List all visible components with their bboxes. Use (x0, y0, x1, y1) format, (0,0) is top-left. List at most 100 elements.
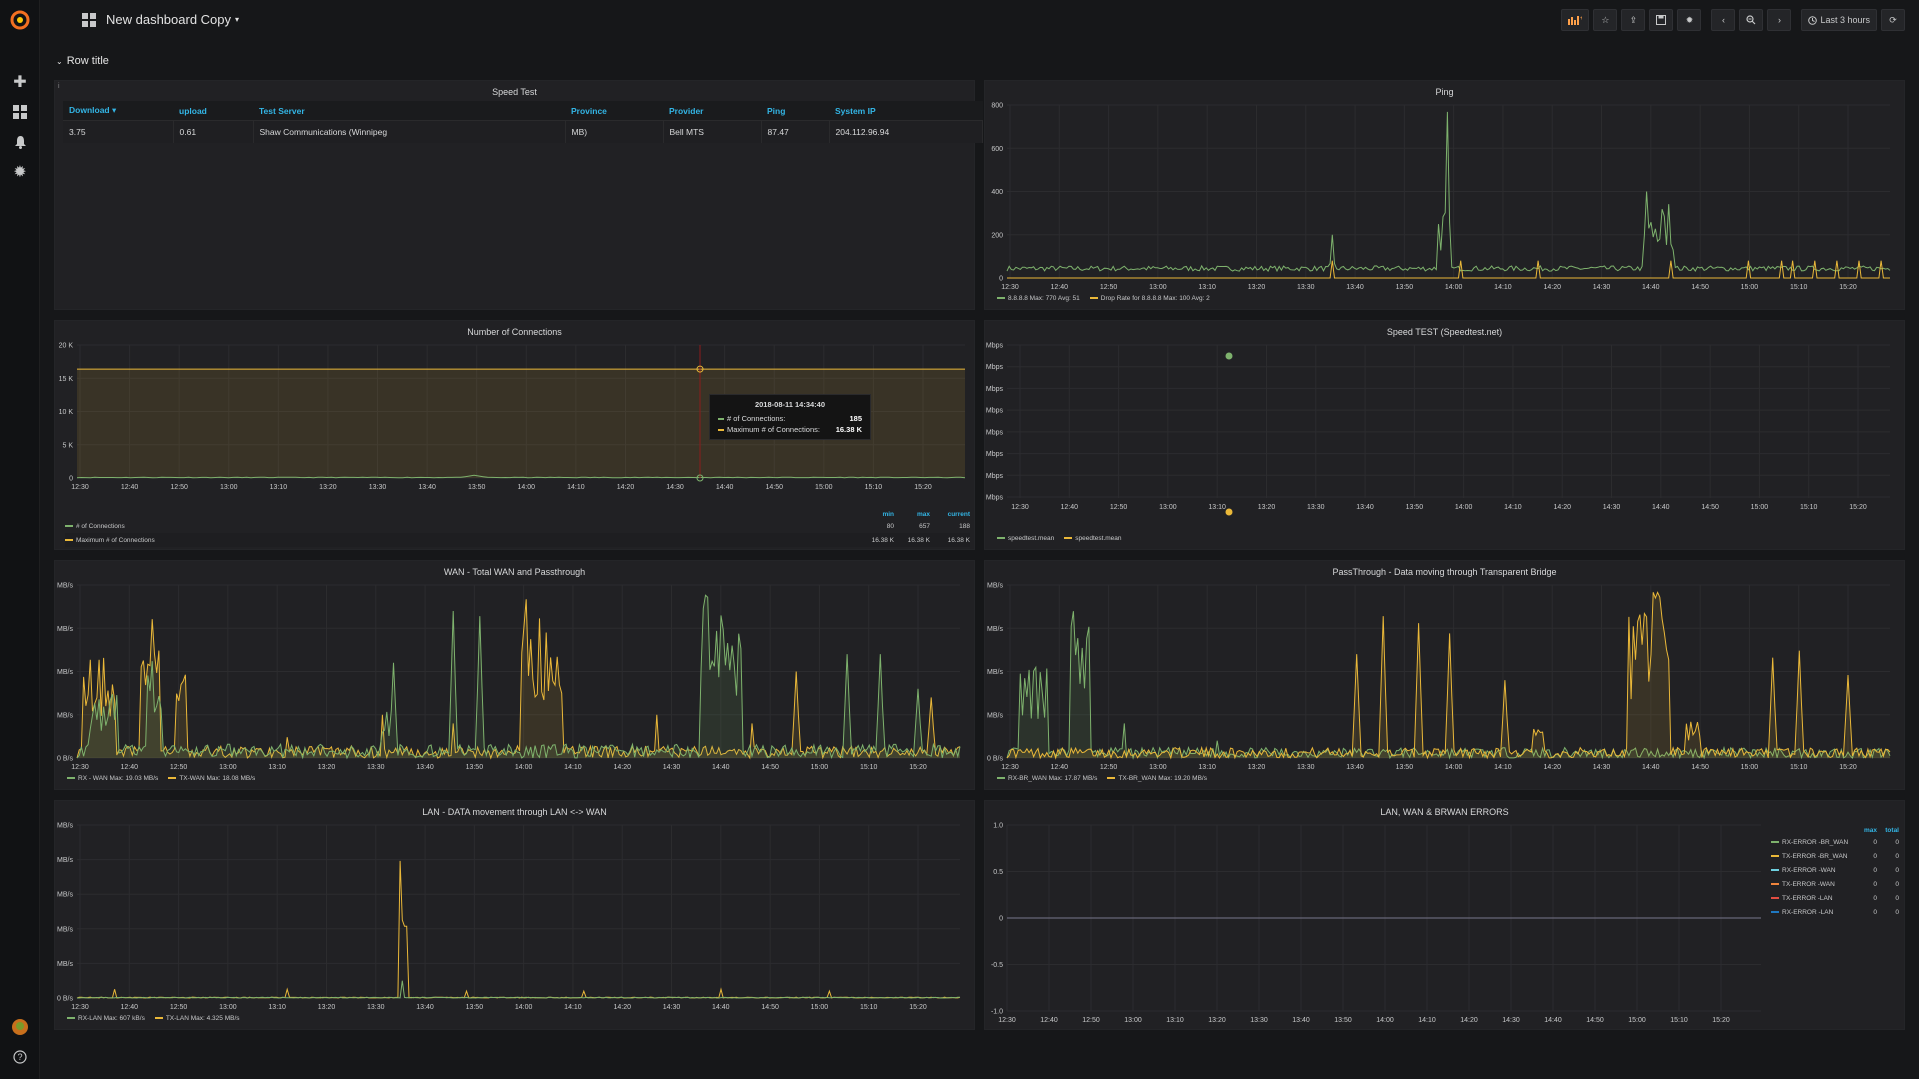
rx-lan-line (77, 980, 960, 999)
legend-item-connections[interactable]: # of Connections 80 657 188 (65, 519, 970, 533)
tx-wan-area (77, 599, 960, 758)
x-tick-label: 14:20 (613, 1004, 631, 1011)
panel-title[interactable]: LAN, WAN & BRWAN ERRORS (1380, 807, 1509, 817)
panel-title[interactable]: WAN - Total WAN and Passthrough (443, 567, 586, 577)
zoom-out-button[interactable] (1739, 9, 1764, 31)
help-icon[interactable]: ? (8, 1045, 32, 1069)
time-forward-button[interactable]: › (1767, 9, 1792, 31)
legend-item-error[interactable]: RX-ERROR -BR_WAN 0 0 (1771, 835, 1899, 849)
panel-title[interactable]: Speed TEST (Speedtest.net) (1386, 327, 1503, 337)
grafana-logo-icon[interactable] (8, 8, 32, 32)
x-tick-label: 15:10 (1800, 504, 1818, 511)
x-tick-label: 12:50 (1100, 764, 1118, 771)
y-tick-label: 15 MB/s (55, 626, 73, 633)
x-tick-label: 13:00 (220, 484, 238, 491)
x-tick-label: 14:20 (1543, 284, 1561, 291)
column-header-test-server[interactable]: Test Server (253, 101, 565, 121)
legend-header-current[interactable]: current (947, 510, 970, 518)
bell-icon[interactable] (8, 130, 32, 154)
dashboard-title-picker[interactable]: New dashboard Copy ▾ (82, 12, 239, 27)
refresh-button[interactable]: ⟳ (1881, 9, 1905, 31)
x-tick-label: 12:40 (121, 484, 139, 491)
side-menu: ✚ ✹ ? (0, 0, 40, 1079)
panel-title[interactable]: PassThrough - Data moving through Transp… (1332, 567, 1557, 577)
legend-header-min[interactable]: min (882, 510, 894, 518)
panel-title[interactable]: Number of Connections (467, 327, 562, 337)
row-title[interactable]: ⌄ Row title (56, 55, 109, 67)
errors-graph[interactable]: 1.0 0.5 0 -0.5 -1.012:30 12:40 12:50 13:00 13:10… (985, 801, 1906, 1031)
x-tick-label: 14:30 (1593, 764, 1611, 771)
legend-header-max[interactable]: max (916, 510, 930, 518)
x-tick-label: 12:50 (170, 764, 188, 771)
legend-item-error[interactable]: RX-ERROR -LAN 0 0 (1771, 905, 1899, 919)
panel-info-icon[interactable]: i (58, 83, 60, 90)
x-tick-label: 13:30 (367, 1004, 385, 1011)
ping-drop-rate-line (1007, 260, 1890, 279)
dashboards-icon[interactable] (8, 100, 32, 124)
legend-item-tx-br-wan[interactable]: TX-BR_WAN Max: 19.20 MB/s (1107, 775, 1207, 782)
y-tick-label: -0.5 (991, 962, 1003, 969)
legend-item-rx-br-wan[interactable]: RX-BR_WAN Max: 17.87 MB/s (997, 775, 1097, 782)
y-tick-label: 15 K (59, 376, 74, 383)
column-header-download[interactable]: Download ▾ (63, 101, 173, 121)
time-picker-button[interactable]: Last 3 hours (1801, 9, 1877, 31)
column-header-province[interactable]: Province (565, 101, 663, 121)
y-tick-label: 2.0 Mbps (985, 429, 1003, 436)
ping-graph[interactable]: 800 600 400 200 012:30 12:40 12:50 13:00 13:10 13… (985, 81, 1906, 311)
legend-header-max[interactable]: max (1863, 826, 1877, 834)
x-tick-label: 15:10 (1670, 1017, 1688, 1024)
add-panel-button[interactable]: + (1561, 9, 1590, 31)
legend-item-error[interactable]: TX-ERROR -LAN 0 0 (1771, 891, 1899, 905)
column-header-upload[interactable]: upload (173, 101, 253, 121)
x-tick-label: 14:00 (1376, 1017, 1394, 1024)
graph-legend: speedtest.mean speedtest.mean (997, 535, 1122, 542)
tx-br-wan-line (1006, 591, 1891, 760)
speedtest-graph[interactable]: 4.0 Mbps 3.5 Mbps 3.0 Mbps 2.5 Mbps 2.0 Mbps… (985, 321, 1906, 551)
column-header-provider[interactable]: Provider (663, 101, 761, 121)
rx-wan-area (77, 595, 960, 758)
legend-item-drop-rate[interactable]: Drop Rate for 8.8.8.8 Max: 100 Avg: 2 (1089, 295, 1210, 302)
x-tick-label: 13:40 (1356, 504, 1374, 511)
legend-item-error[interactable]: RX-ERROR -WAN 0 0 (1771, 863, 1899, 877)
legend-item-rx-wan[interactable]: RX - WAN Max: 19.03 MB/s (67, 775, 158, 782)
legend-item-error[interactable]: TX-ERROR -WAN 0 0 (1771, 877, 1899, 891)
share-button[interactable]: ⇪ (1621, 9, 1646, 31)
passthrough-graph[interactable]: 20 MB/s 15 MB/s 10 MB/s 5 MB/s 0 B/s12:30 12:… (985, 561, 1906, 791)
graph-legend: 8.8.8.8 Max: 770 Avg: 51 Drop Rate for 8… (997, 295, 1210, 302)
legend-item-tx-lan[interactable]: TX-LAN Max: 4.325 MB/s (154, 1015, 240, 1022)
panel-title[interactable]: Ping (1435, 87, 1454, 97)
legend-item-speedtest-mean[interactable]: speedtest.mean (1064, 535, 1122, 542)
wan-graph[interactable]: 20 MB/s 15 MB/s 10 MB/s 5 MB/s 0 B/s12:30 12:… (55, 561, 976, 791)
x-tick-label: 13:00 (1149, 764, 1167, 771)
save-button[interactable] (1649, 9, 1674, 31)
panel-title[interactable]: Speed Test (492, 87, 537, 97)
gear-icon[interactable]: ✹ (13, 164, 27, 181)
legend-item-speedtest-mean[interactable]: speedtest.mean (997, 535, 1054, 542)
star-button[interactable]: ☆ (1593, 9, 1618, 31)
x-tick-label: 13:40 (418, 484, 436, 491)
legend-item-ping[interactable]: 8.8.8.8 Max: 770 Avg: 51 (997, 295, 1080, 302)
cell-upload: 0.61 (173, 120, 254, 143)
time-back-button[interactable]: ‹ (1711, 9, 1736, 31)
y-tick-label: 5.0 MB/s (55, 823, 73, 830)
cell-ping: 87.47 (761, 120, 830, 143)
legend-header-total[interactable]: total (1885, 826, 1899, 834)
table-row: 3.75 0.61 Shaw Communications (Winnipeg … (63, 120, 983, 143)
lan-graph[interactable]: 5.0 MB/s 4.0 MB/s 3.0 MB/s 2.0 MB/s 1.0 MB/s… (55, 801, 976, 1031)
connections-line (76, 474, 966, 479)
x-tick-label: 14:40 (712, 764, 730, 771)
column-header-system-ip[interactable]: System IP (829, 101, 983, 121)
avatar[interactable] (8, 1015, 32, 1039)
x-tick-label: 15:20 (909, 764, 927, 771)
legend-item-tx-wan[interactable]: TX-WAN Max: 18.08 MB/s (168, 775, 255, 782)
plus-icon[interactable]: ✚ (13, 74, 27, 91)
legend-item-rx-lan[interactable]: RX-LAN Max: 607 kB/s (67, 1015, 145, 1022)
column-header-ping[interactable]: Ping (761, 101, 829, 121)
caret-down-icon: ▾ (235, 15, 240, 24)
legend-item-error[interactable]: TX-ERROR -BR_WAN 0 0 (1771, 849, 1899, 863)
legend-item-max-connections[interactable]: Maximum # of Connections 16.38 K 16.38 K 16… (65, 533, 970, 547)
x-tick-label: 14:10 (1494, 764, 1512, 771)
settings-button[interactable]: ✹ (1677, 9, 1702, 31)
panel-title[interactable]: LAN - DATA movement through LAN <-> WAN (422, 807, 607, 817)
clock-icon (1808, 15, 1818, 25)
